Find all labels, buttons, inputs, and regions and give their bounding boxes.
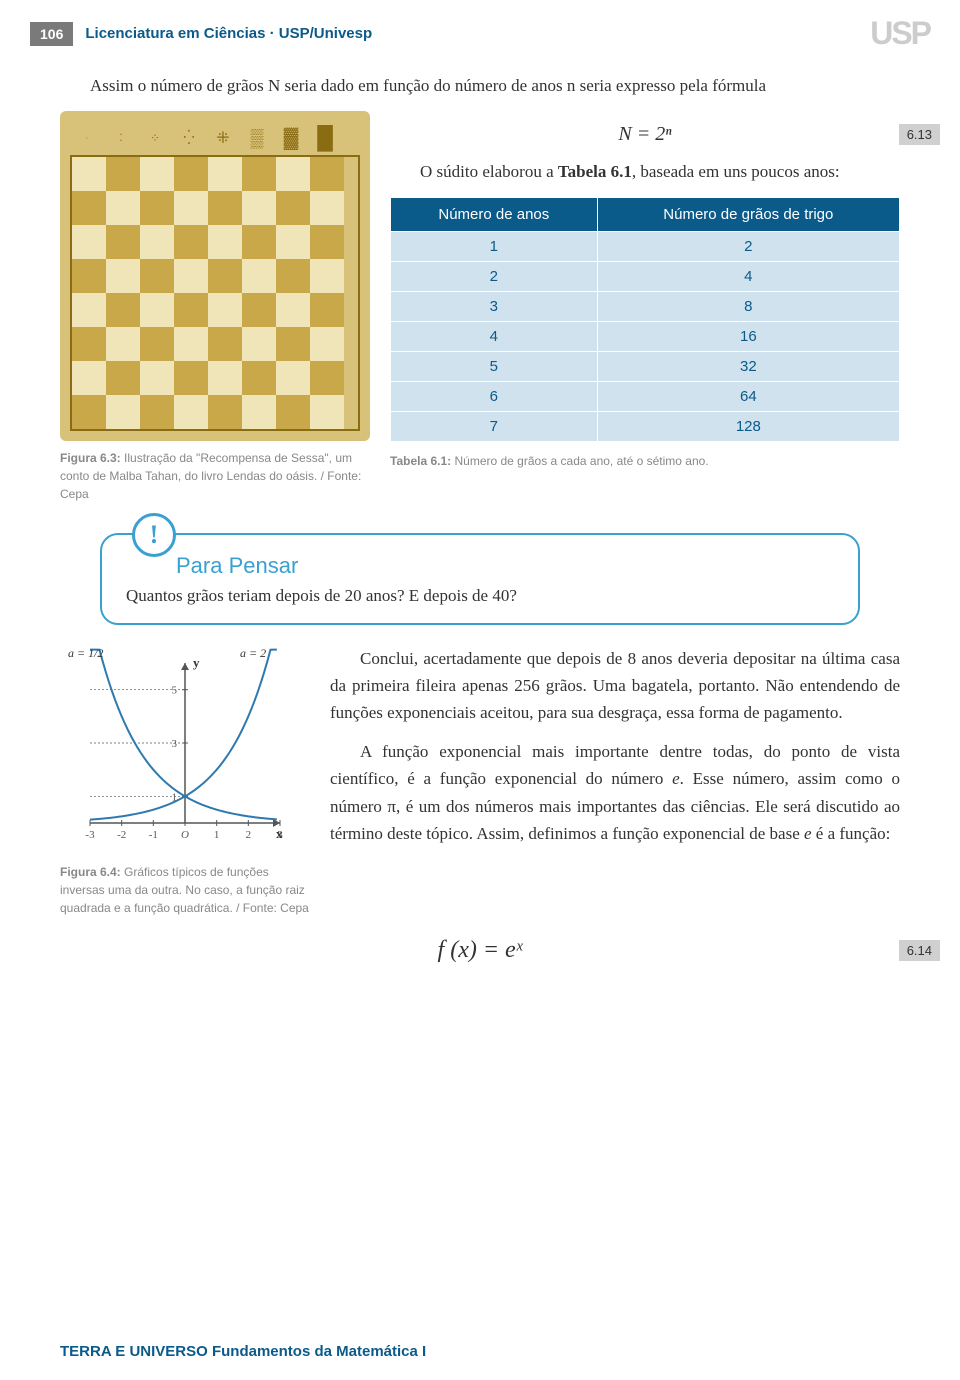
svg-text:1: 1 bbox=[214, 829, 220, 841]
svg-text:5: 5 bbox=[172, 684, 178, 696]
intro-paragraph: Assim o número de grãos N seria dado em … bbox=[60, 72, 900, 99]
body-para-2c: é a função: bbox=[812, 824, 891, 843]
svg-text:-3: -3 bbox=[85, 829, 95, 841]
para-pensar-text: Quantos grãos teriam depois de 20 anos? … bbox=[126, 583, 834, 609]
tabela-6-1-caption: Tabela 6.1: Número de grãos a cada ano, … bbox=[390, 452, 900, 470]
tabela-6-1-text: Número de grãos a cada ano, até o sétimo… bbox=[454, 454, 708, 468]
course-title: Licenciatura em Ciências · USP/Univesp bbox=[85, 25, 372, 42]
svg-text:y: y bbox=[193, 655, 200, 670]
body-text-column: Conclui, acertadamente que depois de 8 a… bbox=[330, 645, 900, 917]
body-para-2-e1: e bbox=[672, 769, 680, 788]
graph-text-row: -3-2-1O123135a = 1/2a = 2yx Figura 6.4: … bbox=[60, 645, 900, 917]
chessboard-figure: ·⁚⁘⁛⁜▒▓█ bbox=[60, 111, 370, 441]
exclamation-icon: ! bbox=[150, 520, 159, 550]
eq-num-1: 6.13 bbox=[899, 124, 940, 145]
exclamation-badge: ! bbox=[132, 513, 176, 557]
figure-6-4-label: Figura 6.4: bbox=[60, 865, 124, 879]
exponential-graph: -3-2-1O123135a = 1/2a = 2yx bbox=[60, 645, 290, 855]
body-para-1: Conclui, acertadamente que depois de 8 a… bbox=[330, 645, 900, 727]
figure-6-4-caption: Figura 6.4: Gráficos típicos de funções … bbox=[60, 863, 310, 917]
svg-text:a = 2: a = 2 bbox=[240, 646, 266, 660]
figure-table-row: ·⁚⁘⁛⁜▒▓█ Figura 6.3: Ilustração da "Reco… bbox=[60, 111, 900, 503]
body-para-2: A função exponencial mais importante den… bbox=[330, 738, 900, 847]
page-content: Assim o número de grãos N seria dado em … bbox=[0, 62, 960, 964]
formula-2-row: f (x) = eˣ 6.14 bbox=[60, 937, 900, 964]
tabela-intro-b: Tabela 6.1 bbox=[558, 162, 632, 181]
svg-text:x: x bbox=[276, 826, 283, 841]
figure-6-3-caption: Figura 6.3: Ilustração da "Recompensa de… bbox=[60, 449, 370, 503]
body-para-2-e2: e bbox=[804, 824, 812, 843]
tabela-intro: O súdito elaborou a Tabela 6.1, baseada … bbox=[390, 158, 900, 185]
svg-text:-1: -1 bbox=[149, 829, 158, 841]
tabela-intro-a: O súdito elaborou a bbox=[420, 162, 558, 181]
svg-text:O: O bbox=[181, 829, 189, 841]
para-pensar-box: ! Para Pensar Quantos grãos teriam depoi… bbox=[100, 533, 860, 625]
formula-1-row: N = 2ⁿ 6.13 bbox=[390, 123, 900, 146]
grain-top-row: ·⁚⁘⁛⁜▒▓█ bbox=[70, 121, 360, 155]
page-footer: TERRA E UNIVERSO Fundamentos da Matemáti… bbox=[60, 1343, 426, 1360]
eq-num-2: 6.14 bbox=[899, 940, 940, 961]
svg-text:-2: -2 bbox=[117, 829, 126, 841]
page-header: 106 Licenciatura em Ciências · USP/Unive… bbox=[0, 0, 960, 62]
header-left: 106 Licenciatura em Ciências · USP/Unive… bbox=[30, 22, 372, 46]
usp-logo: USP bbox=[870, 15, 930, 52]
grains-table: Número de anosNúmero de grãos de trigo12… bbox=[390, 197, 900, 442]
formula-1: N = 2ⁿ bbox=[618, 123, 671, 146]
svg-text:2: 2 bbox=[246, 829, 252, 841]
figure-column: ·⁚⁘⁛⁜▒▓█ Figura 6.3: Ilustração da "Reco… bbox=[60, 111, 370, 503]
svg-text:3: 3 bbox=[172, 738, 178, 750]
page-number-badge: 106 bbox=[30, 22, 73, 46]
tabela-intro-c: , baseada em uns poucos anos: bbox=[632, 162, 840, 181]
figure-6-3-label: Figura 6.3: bbox=[60, 451, 124, 465]
svg-text:a = 1/2: a = 1/2 bbox=[68, 646, 103, 660]
graph-column: -3-2-1O123135a = 1/2a = 2yx Figura 6.4: … bbox=[60, 645, 310, 917]
table-column: N = 2ⁿ 6.13 O súdito elaborou a Tabela 6… bbox=[390, 111, 900, 503]
tabela-6-1-label: Tabela 6.1: bbox=[390, 454, 454, 468]
para-pensar-title: Para Pensar bbox=[176, 553, 834, 579]
formula-2: f (x) = eˣ bbox=[438, 937, 523, 964]
chessboard-grid bbox=[70, 155, 360, 431]
